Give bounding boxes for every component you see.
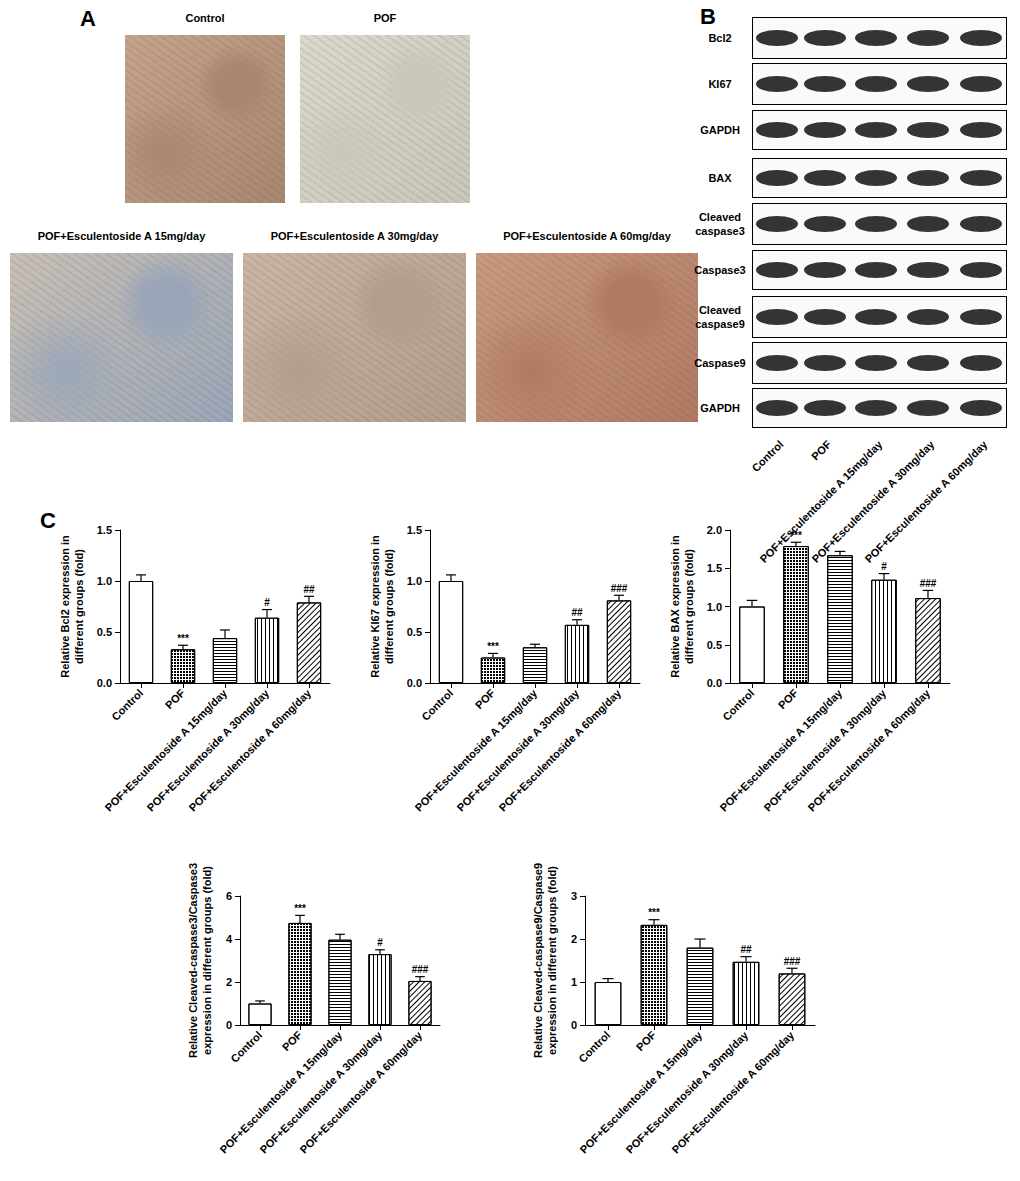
svg-text:6: 6 xyxy=(226,890,232,902)
svg-text:POF+Esculentoside A 60mg/day: POF+Esculentoside A 60mg/day xyxy=(297,1028,424,1155)
svg-text:Control: Control xyxy=(419,687,455,723)
svg-text:4: 4 xyxy=(226,933,233,945)
svg-text:***: *** xyxy=(177,633,189,644)
svg-text:##: ## xyxy=(740,944,752,955)
svg-text:POF: POF xyxy=(163,687,188,712)
svg-text:Relative BAX expression in: Relative BAX expression in xyxy=(669,535,681,678)
svg-text:***: *** xyxy=(790,530,802,541)
svg-text:1.0: 1.0 xyxy=(407,575,422,587)
svg-text:0.5: 0.5 xyxy=(407,626,422,638)
svg-text:0: 0 xyxy=(226,1019,232,1031)
svg-text:##: ## xyxy=(571,607,583,618)
svg-text:###: ### xyxy=(784,956,801,967)
svg-text:POF: POF xyxy=(634,1029,659,1054)
svg-text:Relative Cleaved-caspase3/Casp: Relative Cleaved-caspase3/Caspase3 xyxy=(187,863,199,1058)
svg-text:#: # xyxy=(881,561,887,572)
svg-text:1.5: 1.5 xyxy=(97,524,112,536)
svg-text:2: 2 xyxy=(226,976,232,988)
svg-text:POF: POF xyxy=(280,1029,305,1054)
svg-text:expression in different groups: expression in different groups (fold) xyxy=(201,866,213,1055)
svg-text:1.5: 1.5 xyxy=(407,524,422,536)
svg-text:different groups (fold): different groups (fold) xyxy=(383,549,395,664)
svg-text:###: ### xyxy=(412,964,429,975)
svg-text:***: *** xyxy=(487,641,499,652)
svg-text:Relative Bcl2 expression in: Relative Bcl2 expression in xyxy=(59,535,71,678)
svg-text:expression in different groups: expression in different groups (fold) xyxy=(546,866,558,1055)
svg-text:###: ### xyxy=(920,578,937,589)
svg-text:different groups (fold): different groups (fold) xyxy=(683,549,695,664)
svg-text:#: # xyxy=(377,937,383,948)
svg-text:POF: POF xyxy=(776,687,801,712)
svg-text:##: ## xyxy=(303,584,315,595)
svg-text:0.0: 0.0 xyxy=(707,677,722,689)
svg-text:***: *** xyxy=(648,907,660,918)
svg-text:0.0: 0.0 xyxy=(407,677,422,689)
svg-text:POF+Esculentoside A 60mg/day: POF+Esculentoside A 60mg/day xyxy=(186,686,313,813)
svg-text:Relative Cleaved-caspase9/Casp: Relative Cleaved-caspase9/Caspase9 xyxy=(532,863,544,1058)
svg-text:POF+Esculentoside A 60mg/day: POF+Esculentoside A 60mg/day xyxy=(669,1028,796,1155)
svg-text:3: 3 xyxy=(571,890,577,902)
svg-text:#: # xyxy=(264,597,270,608)
svg-text:Control: Control xyxy=(720,687,756,723)
svg-text:POF+Esculentoside A 60mg/day: POF+Esculentoside A 60mg/day xyxy=(496,686,623,813)
svg-text:1: 1 xyxy=(571,976,577,988)
svg-text:Relative KI67 expression in: Relative KI67 expression in xyxy=(369,535,381,678)
svg-text:2: 2 xyxy=(571,933,577,945)
svg-text:Control: Control xyxy=(576,1029,612,1065)
svg-text:different groups (fold): different groups (fold) xyxy=(73,549,85,664)
svg-text:0: 0 xyxy=(571,1019,577,1031)
svg-text:0.0: 0.0 xyxy=(97,677,112,689)
svg-text:POF+Esculentoside A 60mg/day: POF+Esculentoside A 60mg/day xyxy=(805,686,932,813)
svg-text:1.5: 1.5 xyxy=(707,562,722,574)
svg-text:***: *** xyxy=(294,903,306,914)
svg-text:POF: POF xyxy=(473,687,498,712)
svg-text:###: ### xyxy=(611,583,628,594)
svg-text:1.0: 1.0 xyxy=(707,601,722,613)
svg-text:0.5: 0.5 xyxy=(97,626,112,638)
svg-text:Control: Control xyxy=(228,1029,264,1065)
svg-text:2.0: 2.0 xyxy=(707,524,722,536)
svg-text:0.5: 0.5 xyxy=(707,639,722,651)
svg-text:1.0: 1.0 xyxy=(97,575,112,587)
svg-text:Control: Control xyxy=(109,687,145,723)
